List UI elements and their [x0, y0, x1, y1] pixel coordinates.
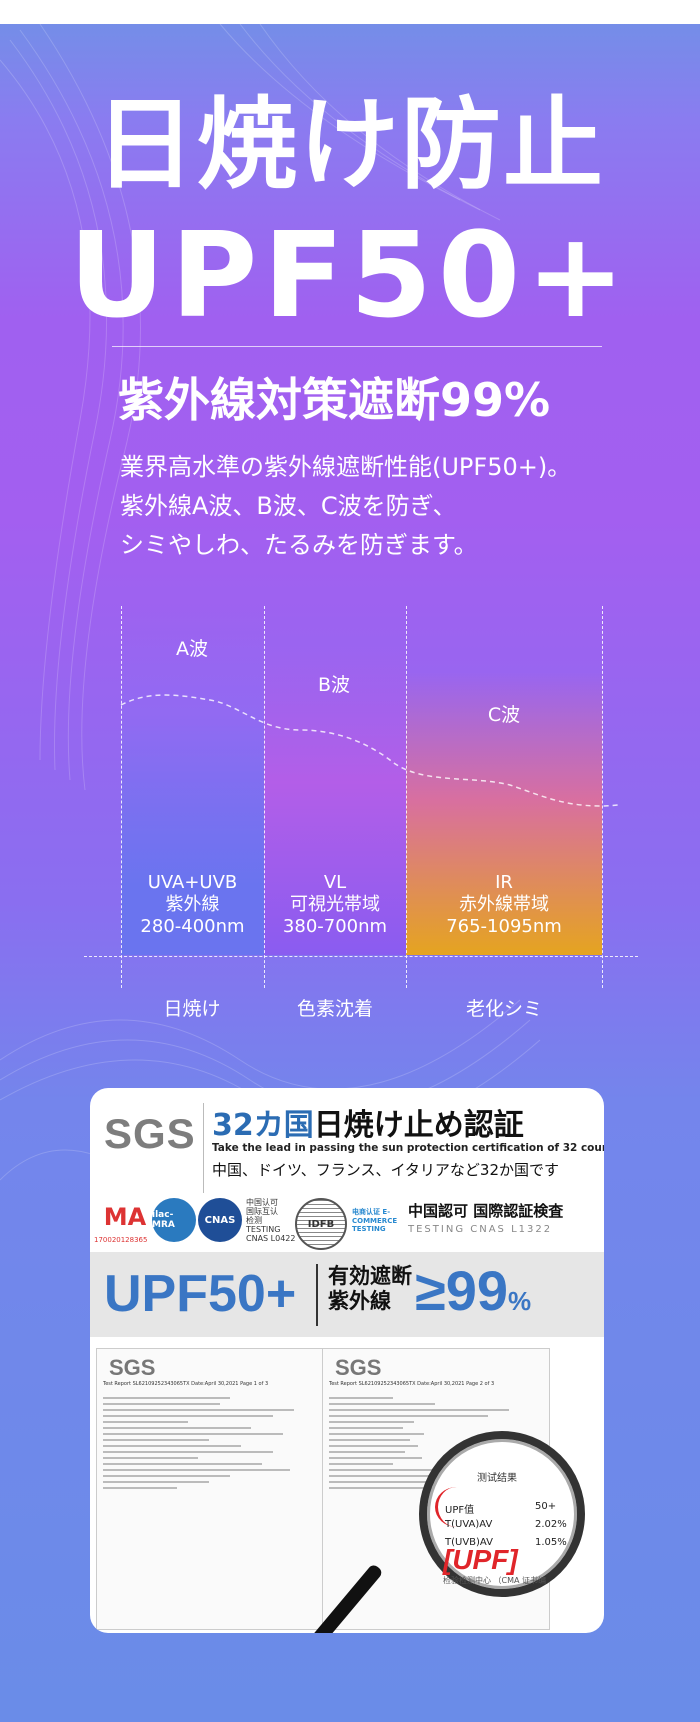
cnas-text-line: 中国认可: [246, 1198, 278, 1207]
idfb-logo: IDFB: [295, 1198, 347, 1250]
band-desc-line: 可視光帯域: [290, 894, 380, 915]
magnifier: 测试结果 UPF值 50+ T(UVA)AV 2.02% T(UVB)AV 1.05%: [419, 1431, 585, 1597]
ma-logo: MA: [103, 1203, 147, 1231]
wave-label-a: A波: [176, 638, 208, 660]
wave-label-b: B波: [317, 674, 351, 696]
certificate-title: 32カ国日焼け止め認証: [212, 1100, 524, 1144]
cnas-text-line: 检测: [246, 1216, 262, 1225]
cert-sub: TESTING CNAS L1322: [408, 1224, 553, 1235]
certificate-english: Take the lead in passing the sun protect…: [212, 1142, 604, 1154]
report-text: [329, 1393, 541, 1493]
description-line: シミやしわ、たるみを防ぎます。: [120, 531, 478, 559]
title-cert: 日焼け止め認証: [313, 1108, 524, 1143]
subtitle: 紫外線対策遮断99%: [118, 373, 551, 427]
ma-number: 170020128365: [94, 1236, 148, 1244]
upf-caption: 有効遮断 紫外線: [328, 1264, 412, 1314]
result-title: 测试结果: [477, 1473, 517, 1484]
cma-stamp: 检验检测中心 （CMA 证书编: [443, 1576, 547, 1585]
report-header: Test Report SL62109252343065TX Date:Apri…: [103, 1381, 269, 1387]
title-divider: [112, 346, 602, 347]
report-sgs-logo: SGS: [335, 1355, 382, 1380]
effect-label-c: 老化シミ: [465, 998, 542, 1020]
block-rate-value: ≥99: [415, 1259, 509, 1322]
divider-line: [121, 606, 122, 988]
upf-caption-line: 紫外線: [328, 1289, 391, 1313]
band-c: [406, 610, 602, 955]
band-desc-line: VL: [323, 872, 347, 893]
upf-red-label: [UPF]: [443, 1544, 518, 1575]
band-a: [121, 610, 264, 955]
baseline: [84, 956, 638, 957]
ilac-logo: ilac-MRA: [152, 1198, 196, 1242]
band-desc-line: UVA+UVB: [147, 872, 238, 893]
upf-caption-line: 有効遮断: [328, 1264, 412, 1288]
report-text: [103, 1393, 315, 1493]
description: 業界高水準の紫外線遮断性能(UPF50+)。 紫外線A波、B波、C波を防ぎ、 シ…: [120, 448, 571, 565]
upf-row: UPF50+ 有効遮断 紫外線 ≥99%: [90, 1252, 604, 1337]
divider-line: [602, 606, 603, 988]
band-desc-line: 紫外線: [165, 894, 220, 915]
red-arc: [435, 1487, 478, 1527]
effect-label-b: 色素沈着: [296, 998, 373, 1020]
result-row: T(UVB)AV 1.05%: [445, 1537, 567, 1548]
divider-line: [264, 606, 265, 988]
logo-row: MA 170020128365 ilac-MRA CNAS 中国认可 国际互认 …: [90, 1192, 604, 1252]
separator: [203, 1103, 204, 1193]
block-rate: ≥99%: [415, 1258, 531, 1323]
description-line: 業界高水準の紫外線遮断性能(UPF50+)。: [120, 453, 572, 481]
upf-rating: UPF50+: [104, 1265, 297, 1323]
certificate-countries: 中国、ドイツ、フランス、イタリアなど32か国です: [212, 1161, 559, 1179]
band-b: [264, 610, 406, 955]
cnas-text-line: CNAS L0422: [246, 1234, 296, 1243]
main-title: 日焼け防止: [95, 86, 605, 203]
title-countries: 32カ国: [212, 1108, 314, 1143]
description-line: 紫外線A波、B波、C波を防ぎ、: [120, 492, 457, 520]
divider-line: [406, 606, 407, 988]
effect-label-a: 日焼け: [163, 998, 221, 1020]
cnas-text-line: TESTING: [246, 1225, 281, 1234]
band-desc-line: IR: [495, 872, 513, 893]
band-b-desc: VL 可視光帯域 380-700nm: [264, 872, 406, 938]
result-row: T(UVA)AV 2.02%: [445, 1519, 567, 1530]
cnas-logo: CNAS: [198, 1198, 242, 1242]
separator: [316, 1264, 318, 1326]
test-report-page-1: SGS Test Report SL62109252343065TX Date:…: [96, 1348, 324, 1630]
result-value: 50+: [535, 1501, 557, 1512]
cert-label: 中国認可 国際認証検査: [408, 1202, 564, 1220]
upf-title: UPF50+: [69, 206, 631, 344]
test-report-page-2: SGS Test Report SL62109252343065TX Date:…: [308, 1348, 585, 1633]
result-label: T(UVA)AV: [445, 1519, 493, 1530]
block-rate-unit: %: [508, 1286, 532, 1316]
sgs-logo: SGS: [104, 1110, 196, 1157]
result-row: UPF值 50+: [445, 1501, 556, 1516]
cnas-text-line: 国际互认: [246, 1207, 278, 1216]
top-margin: [0, 0, 700, 24]
result-value: 1.05%: [535, 1537, 567, 1548]
ecommerce-logo: 电商认证 E-COMMERCE TESTING: [352, 1208, 398, 1233]
band-desc-line: 赤外線帯域: [459, 894, 549, 915]
band-c-desc: IR 赤外線帯域 765-1095nm: [406, 872, 602, 938]
band-desc-line: 280-400nm: [140, 916, 245, 937]
cnas-text: 中国认可 国际互认 检测 TESTING CNAS L0422: [246, 1198, 295, 1243]
band-a-desc: UVA+UVB 紫外線 280-400nm: [121, 872, 264, 938]
band-desc-line: 765-1095nm: [446, 916, 562, 937]
report-sgs-logo: SGS: [109, 1355, 156, 1380]
band-desc-line: 380-700nm: [282, 916, 388, 937]
wave-label-c: C波: [487, 704, 521, 726]
result-label: UPF值: [445, 1505, 475, 1516]
report-header: Test Report SL62109252343065TX Date:Apri…: [329, 1381, 495, 1387]
certificate-card: SGS 32カ国日焼け止め認証 Take the lead in passing…: [90, 1088, 604, 1633]
result-value: 2.02%: [535, 1519, 567, 1530]
result-label: T(UVB)AV: [445, 1537, 493, 1548]
